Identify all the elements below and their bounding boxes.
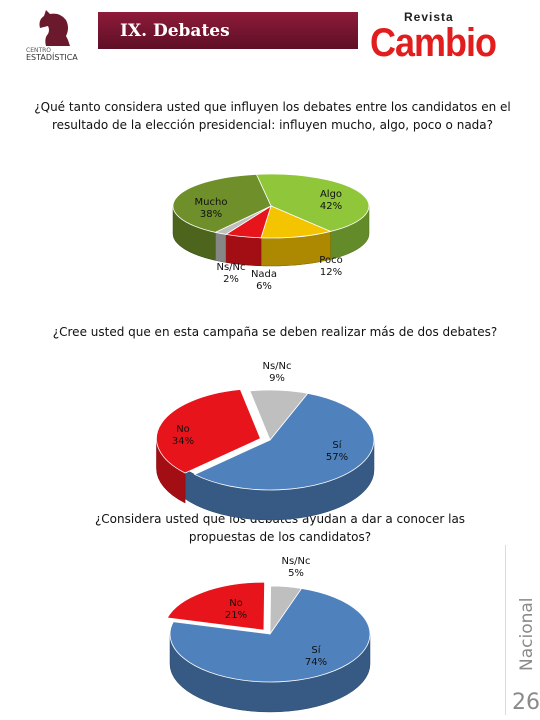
slice-value-label: 12%	[320, 267, 342, 278]
chess-knight-icon: CENTRO ESTADÍSTICA	[26, 10, 78, 62]
pie-slice-s	[169, 588, 371, 683]
slice-value-label: 57%	[326, 452, 348, 463]
header: CENTRO ESTADÍSTICA IX. Debates Revista C…	[0, 0, 540, 65]
slice-label: Algo	[320, 189, 342, 200]
slice-label: Mucho	[195, 197, 228, 208]
slice-value-label: 38%	[200, 209, 222, 220]
logo-line1: CENTRO	[26, 47, 51, 54]
chart1-question: ¿Qué tanto considera usted que influyen …	[34, 100, 511, 132]
pie-slice-mucho	[172, 173, 272, 233]
revista-cambio-logo: Revista Cambio	[366, 10, 508, 65]
slice-label: Ns/Nc	[281, 556, 310, 567]
magazine-name: Cambio	[370, 19, 497, 65]
slice-value-label: 5%	[288, 568, 304, 579]
pie-slice-no	[156, 389, 261, 474]
slice-label: Poco	[319, 255, 342, 266]
slice-label: No	[176, 424, 190, 435]
centro-estadistica-logo: CENTRO ESTADÍSTICA	[20, 6, 98, 62]
section-title: IX. Debates	[120, 21, 230, 41]
chart2-question: ¿Cree usted que en esta campaña se deben…	[52, 325, 498, 339]
side-label-text: Nacional	[517, 597, 536, 671]
slice-label: Ns/Nc	[262, 361, 291, 372]
side-divider	[505, 545, 506, 715]
pie-slice-s	[193, 392, 375, 491]
magazine-top-label: Revista	[404, 10, 454, 24]
slice-value-label: 34%	[172, 436, 194, 447]
slice-value-label: 9%	[269, 373, 285, 384]
slice-label: Sí	[332, 439, 342, 451]
page-number: 26	[512, 690, 540, 715]
slice-label: Nada	[251, 269, 277, 280]
pie-slice-nsnc	[269, 585, 303, 636]
slice-value-label: 6%	[256, 281, 272, 292]
pie-slice-no	[166, 581, 265, 631]
slice-value-label: 74%	[305, 657, 327, 668]
section-title-bar: IX. Debates	[98, 12, 358, 49]
pie-slice-poco	[260, 205, 332, 239]
slice-label: No	[229, 598, 243, 609]
slice-value-label: 21%	[225, 610, 247, 621]
side-label: Nacional	[517, 597, 536, 671]
pie-slice-algo	[255, 173, 370, 232]
pie-slice-nsnc	[249, 389, 309, 441]
slice-value-label: 2%	[223, 274, 239, 285]
slice-label: Sí	[311, 644, 321, 656]
pie-slice-side-nsnc	[215, 232, 227, 263]
slice-value-label: 42%	[320, 201, 342, 212]
logo-line2: ESTADÍSTICA	[26, 51, 78, 62]
slice-label: Ns/Nc	[216, 262, 245, 273]
